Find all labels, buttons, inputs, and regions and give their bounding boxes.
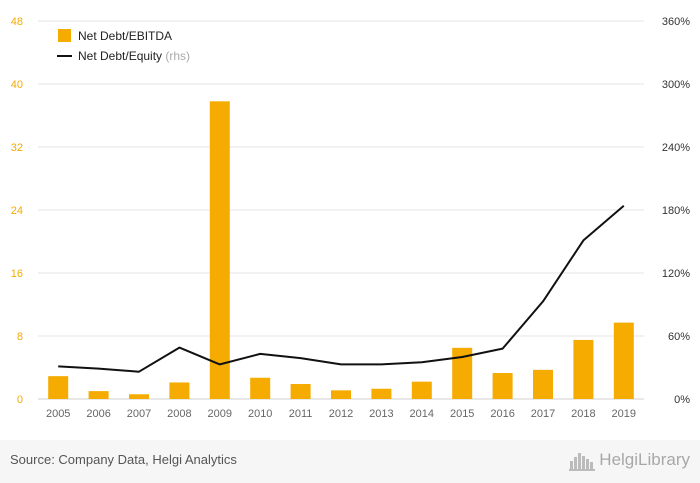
x-tick-label: 2005 xyxy=(46,408,70,420)
y-left-tick-label: 8 xyxy=(17,331,23,343)
brand-name: HelgiLibrary xyxy=(599,450,690,469)
x-tick-label: 2009 xyxy=(208,408,232,420)
source-note: Source: Company Data, Helgi Analytics xyxy=(10,452,237,467)
x-tick-label: 2013 xyxy=(369,408,393,420)
legend-swatch-bar xyxy=(58,29,71,42)
bar xyxy=(492,373,513,399)
y-right-tick-label: 300% xyxy=(662,79,690,91)
x-tick-label: 2008 xyxy=(167,408,191,420)
y-left-tick-label: 0 xyxy=(17,394,23,406)
x-tick-label: 2011 xyxy=(289,408,313,420)
bar xyxy=(371,388,392,399)
bar xyxy=(331,390,351,399)
y-right-tick-label: 180% xyxy=(662,205,690,217)
chart: 0 0% 8 60% 16 120% 24 180% 32 240% 40 300% 48 360% 200… xyxy=(11,16,690,420)
bar xyxy=(411,381,432,399)
y-right-tick-label: 240% xyxy=(662,142,690,154)
y-left-tick-label: 16 xyxy=(11,268,23,280)
y-right-tick-label: 60% xyxy=(668,331,690,343)
y-left-tick-label: 24 xyxy=(11,205,23,217)
bar xyxy=(533,369,553,399)
x-tick-label: 2018 xyxy=(571,408,595,420)
bar xyxy=(169,382,190,399)
y-left-tick-label: 40 xyxy=(11,79,23,91)
legend-label: Net Debt/EBITDA xyxy=(78,29,172,43)
bar xyxy=(573,339,594,399)
bar xyxy=(452,347,473,399)
legend-label: Net Debt/Equity (rhs) xyxy=(78,49,190,63)
skyline-icon xyxy=(569,449,596,471)
x-tick-label: 2019 xyxy=(612,408,636,420)
x-tick-label: 2017 xyxy=(531,408,555,420)
bar xyxy=(88,391,109,399)
y-left-tick-label: 48 xyxy=(11,16,23,28)
bar xyxy=(48,376,69,399)
y-right-tick-label: 0% xyxy=(674,394,690,406)
bar xyxy=(250,377,271,399)
x-tick-label: 2006 xyxy=(86,408,110,420)
bar xyxy=(209,101,230,399)
bar xyxy=(290,384,311,399)
x-tick-label: 2014 xyxy=(410,408,434,420)
x-tick-label: 2015 xyxy=(450,408,474,420)
x-tick-label: 2010 xyxy=(248,408,272,420)
x-tick-label: 2016 xyxy=(490,408,514,420)
x-tick-label: 2012 xyxy=(329,408,353,420)
brand-logo[interactable]: HelgiLibrary xyxy=(569,447,690,473)
legend-suffix: (rhs) xyxy=(165,49,190,63)
y-right-tick-label: 360% xyxy=(662,16,690,28)
y-left-tick-label: 32 xyxy=(11,142,23,154)
bar xyxy=(129,394,149,399)
bar xyxy=(613,322,634,399)
x-tick-label: 2007 xyxy=(127,408,151,420)
y-right-tick-label: 120% xyxy=(662,268,690,280)
series-line xyxy=(58,205,625,373)
